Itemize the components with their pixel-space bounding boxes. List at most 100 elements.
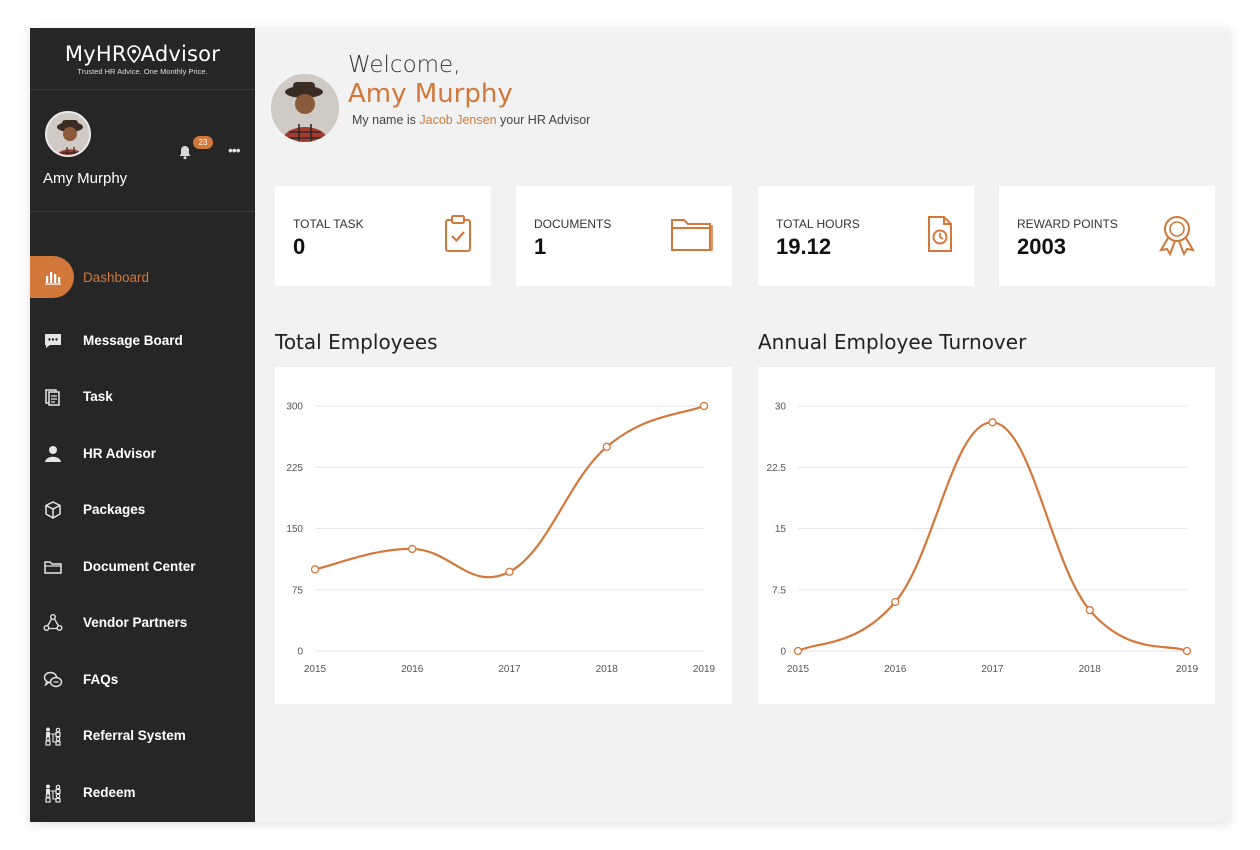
avatar[interactable]	[45, 111, 91, 157]
y-tick-label: 225	[286, 463, 303, 474]
data-point[interactable]	[1182, 646, 1192, 656]
y-tick-label: 7.5	[772, 585, 786, 596]
sidebar-item-label: Packages	[83, 502, 146, 517]
stat-card-total-task[interactable]: TOTAL TASK 0	[275, 186, 491, 286]
sidebar-item-label: FAQs	[83, 671, 119, 687]
x-tick-label: 2016	[401, 664, 424, 675]
logo-text-right: Advisor	[140, 42, 221, 66]
x-tick-label: 2018	[1079, 664, 1102, 675]
x-tick-label: 2019	[693, 664, 716, 675]
stat-value: 0	[293, 234, 306, 259]
chart-title-annual-turnover: Annual Employee Turnover	[758, 330, 1027, 354]
sidebar-item-redeem[interactable]: Redeem	[30, 765, 255, 822]
sidebar-item-hr-advisor[interactable]: HR Advisor	[30, 426, 255, 483]
hero-user-name: Amy Murphy	[348, 79, 513, 109]
chart-total-employees: 0 75 150 225 300 2015 2016 2017 2018 2019	[275, 367, 732, 704]
sidebar-item-label: Task	[83, 389, 113, 404]
data-point[interactable]	[505, 567, 514, 576]
logo-text-left: MyHR	[64, 42, 127, 66]
sidebar-item-label: Referral System	[83, 728, 186, 743]
bell-icon[interactable]	[178, 144, 192, 160]
data-point[interactable]	[408, 544, 417, 554]
data-point[interactable]	[699, 401, 709, 411]
sidebar-item-label: Message Board	[83, 332, 183, 348]
y-tick-label: 150	[286, 524, 303, 535]
sidebar-nav: Dashboard Message Board Task HR Advisor …	[30, 256, 255, 821]
welcome-text: Welcome,	[348, 52, 461, 78]
data-point[interactable]	[891, 597, 900, 607]
sidebar-item-vendor-partners[interactable]: Vendor Partners	[30, 595, 255, 652]
chart-svg: 0 75 150 225 300 2015 2016 2017 2018 2019	[286, 401, 716, 676]
divider	[30, 211, 255, 212]
data-point[interactable]	[1085, 606, 1094, 615]
avatar[interactable]	[271, 74, 339, 142]
chart-annual-turnover: 0 7.5 15 22.5 30 2015 2016 2017 2018 2019	[758, 367, 1215, 704]
advisor-prefix: My name is	[352, 113, 416, 127]
stat-label: TOTAL TASK	[293, 217, 364, 231]
x-tick-label: 2016	[884, 664, 907, 675]
y-tick-label: 30	[775, 402, 787, 413]
advisor-line: My name is Jacob Jensen your HR Advisor	[352, 113, 590, 127]
chart-title-total-employees: Total Employees	[275, 330, 438, 354]
y-tick-label: 15	[775, 524, 787, 535]
stat-card-total-hours[interactable]: TOTAL HOURS 19.12	[758, 186, 974, 286]
y-tick-label: 75	[292, 585, 304, 596]
avatar-photo	[271, 74, 339, 142]
faq-icon	[43, 671, 63, 687]
app-window: MyHR Advisor Trusted HR Advice. One Month…	[30, 28, 1230, 822]
location-pin-icon	[126, 45, 141, 63]
network-icon	[43, 614, 63, 631]
sidebar-item-task[interactable]: Task	[30, 369, 255, 426]
notification-badge: 23	[193, 136, 213, 149]
stat-value: 19.12	[776, 234, 832, 259]
x-tick-label: 2015	[304, 664, 327, 675]
referral-icon	[45, 727, 61, 746]
y-tick-label: 22.5	[767, 463, 787, 474]
chart-svg: 0 7.5 15 22.5 30 2015 2016 2017 2018 2019	[767, 402, 1199, 676]
x-tick-label: 2018	[596, 664, 619, 675]
advisor-suffix: your HR Advisor	[500, 113, 591, 127]
divider	[30, 89, 255, 90]
stat-value: 1	[534, 234, 547, 259]
stat-card-documents[interactable]: DOCUMENTS 1	[516, 186, 732, 286]
redeem-icon	[45, 784, 61, 803]
advisor-name-link[interactable]: Jacob Jensen	[419, 113, 497, 127]
sidebar-item-label: Dashboard	[83, 270, 150, 285]
data-point[interactable]	[602, 442, 611, 451]
sidebar-item-message-board[interactable]: Message Board	[30, 313, 255, 370]
data-point[interactable]	[988, 418, 997, 427]
person-icon	[45, 445, 61, 462]
documents-icon	[45, 389, 60, 406]
y-tick-label: 0	[780, 647, 786, 658]
series-line	[314, 404, 705, 579]
data-point[interactable]	[310, 565, 320, 574]
sidebar-item-label: Document Center	[83, 558, 196, 574]
stat-value: 2003	[1017, 234, 1066, 259]
document-clock-icon	[928, 216, 952, 252]
y-tick-label: 300	[286, 402, 303, 413]
brand-logo[interactable]: MyHR Advisor Trusted HR Advice. One Month…	[30, 42, 255, 76]
box-icon	[45, 501, 61, 519]
stat-card-reward-points[interactable]: REWARD POINTS 2003	[999, 186, 1215, 286]
sidebar-item-packages[interactable]: Packages	[30, 482, 255, 539]
sidebar-user-name: Amy Murphy	[43, 170, 128, 187]
sidebar-item-faqs[interactable]: FAQs	[30, 652, 255, 709]
more-options-icon[interactable]: •••	[228, 142, 241, 158]
sidebar-item-label: Redeem	[83, 784, 136, 800]
x-tick-label: 2015	[787, 664, 810, 675]
x-tick-label: 2019	[1176, 664, 1199, 675]
clipboard-check-icon	[445, 215, 471, 252]
chat-icon	[45, 333, 61, 348]
stat-label: TOTAL HOURS	[776, 217, 860, 231]
sidebar-item-label: HR Advisor	[83, 445, 157, 461]
brand-tagline: Trusted HR Advice. One Monthly Price.	[77, 67, 208, 76]
sidebar-item-label: Vendor Partners	[83, 615, 188, 630]
sidebar-item-dashboard[interactable]: Dashboard	[30, 256, 255, 313]
stat-label: REWARD POINTS	[1017, 217, 1118, 231]
sidebar: MyHR Advisor Trusted HR Advice. One Month…	[30, 28, 255, 822]
main-content: Welcome, Amy Murphy My name is Jacob Jen…	[255, 28, 1230, 822]
bar-chart-icon	[45, 272, 61, 285]
data-point[interactable]	[793, 646, 803, 656]
sidebar-item-referral-system[interactable]: Referral System	[30, 708, 255, 765]
sidebar-item-document-center[interactable]: Document Center	[30, 539, 255, 596]
